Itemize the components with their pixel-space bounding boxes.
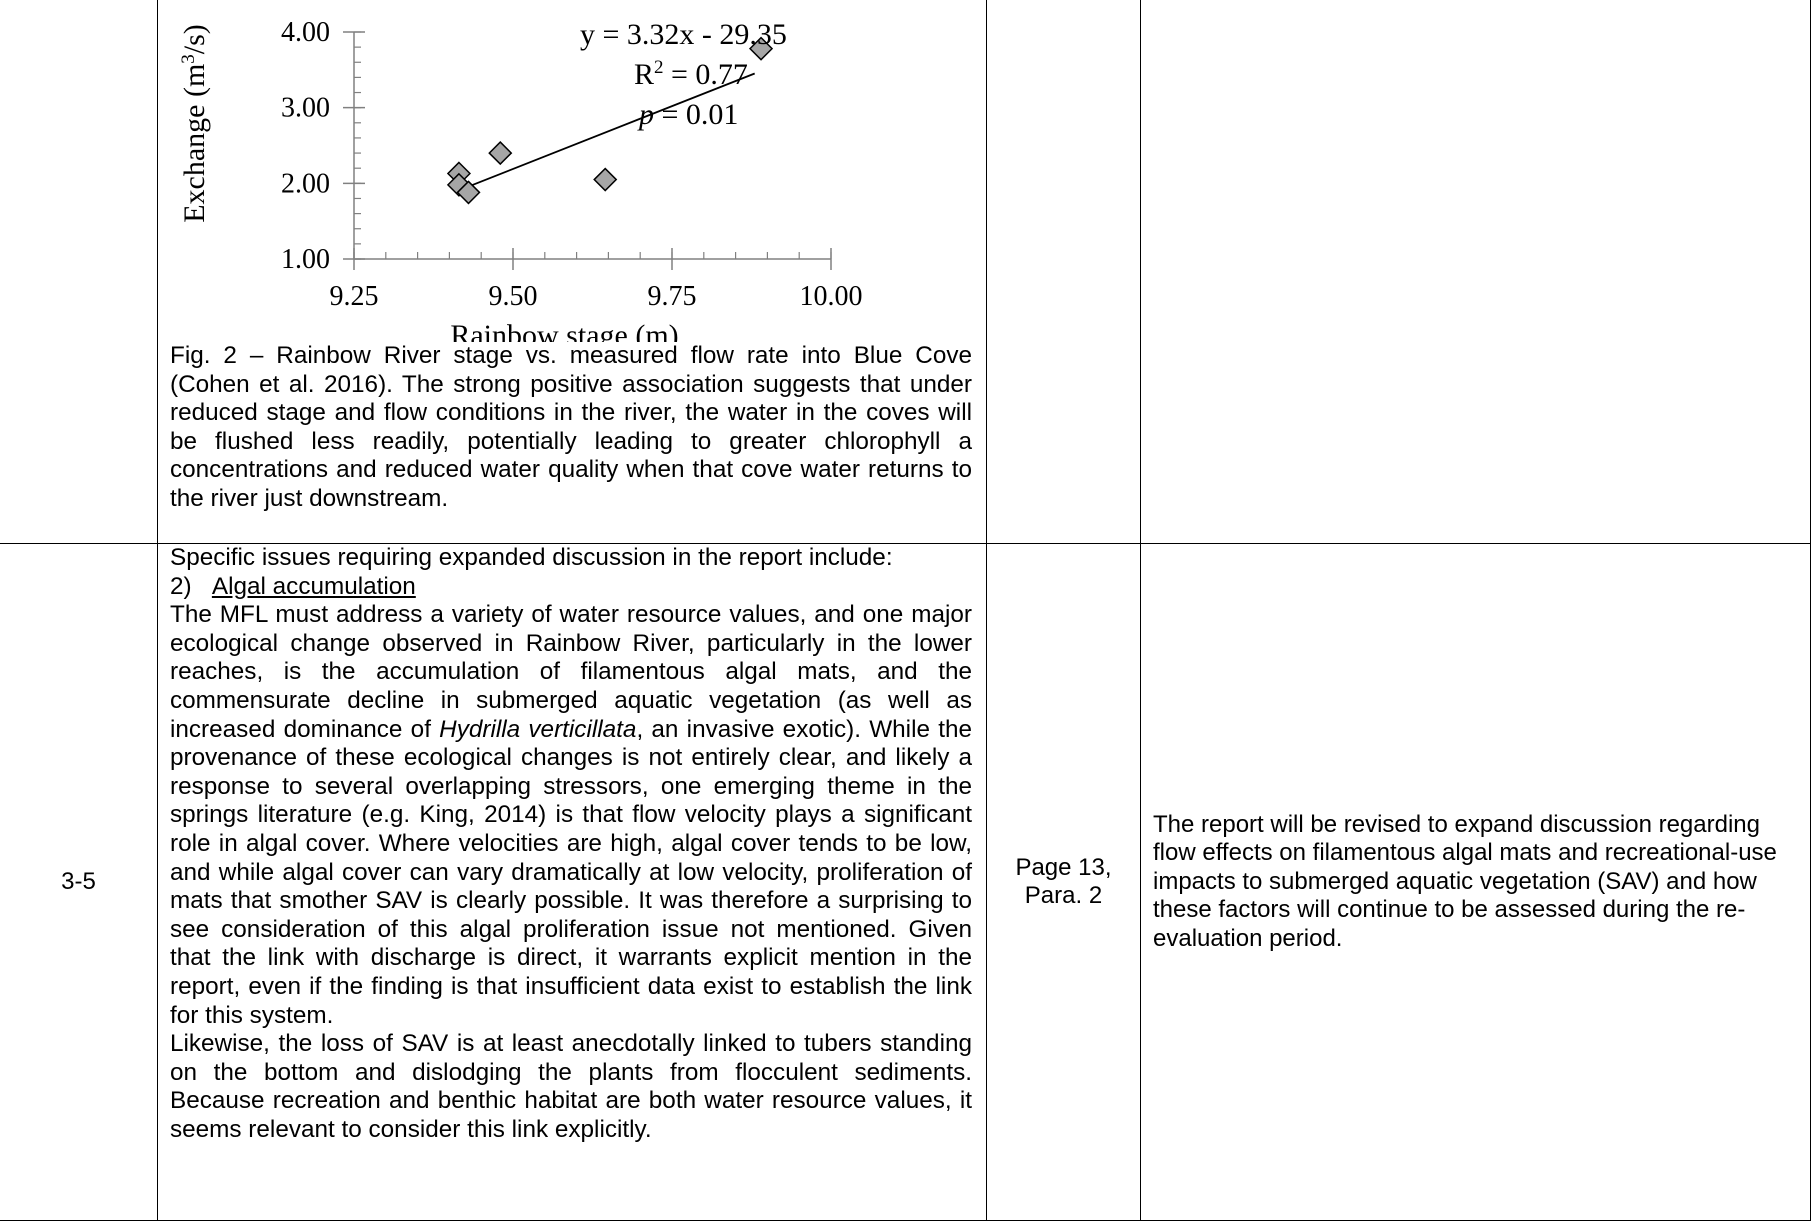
figure-caption: Fig. 2 – Rainbow River stage vs. measure…: [170, 342, 972, 512]
y-tick-label: 1.00: [281, 244, 330, 275]
data-point: [488, 141, 513, 166]
x-tick-label: 9.25: [330, 281, 379, 312]
p-value-label: p = 0.01: [637, 98, 738, 131]
scatter-chart: 9.25 9.50 9.75 10.00 1.00 2.00 3.00 4.00 Rainbow…: [178, 17, 863, 352]
comment-cell: Specific issues requiring expanded discu…: [157, 543, 987, 1221]
comment-item-heading: 2) Algal accumulation: [170, 573, 972, 602]
location-cell: Page 13, Para. 2: [986, 543, 1141, 1221]
response-cell-empty: [1140, 0, 1811, 544]
equation-label: y = 3.32x - 29.35: [580, 18, 787, 51]
location-cell-empty: [986, 0, 1141, 544]
response-text: The report will be revised to expand dis…: [1153, 810, 1777, 952]
x-tick-label: 9.50: [489, 281, 538, 312]
location-page: Page 13,: [1015, 854, 1112, 881]
species-name: Hydrilla verticillata: [439, 715, 637, 743]
comment-text: Specific issues requiring expanded discu…: [158, 544, 986, 1144]
figure-2-chart: 9.25 9.50 9.75 10.00 1.00 2.00 3.00 4.00 Rainbow…: [158, 0, 986, 352]
para1-text-b: , an invasive exotic). While the provena…: [170, 715, 972, 1029]
response-cell: The report will be revised to expand dis…: [1140, 543, 1811, 1221]
trendline: [461, 72, 756, 190]
y-tick-label: 2.00: [281, 168, 330, 199]
x-tick-label: 10.00: [800, 281, 863, 312]
id-cell-empty: [0, 0, 158, 544]
y-tick-label: 3.00: [281, 93, 330, 124]
x-tick-label: 9.75: [648, 281, 697, 312]
location-para: Para. 2: [1024, 882, 1103, 909]
x-axis-label: Rainbow stage (m): [450, 319, 678, 342]
table-row: 3-5 Specific issues requiring expanded d…: [0, 543, 1811, 1221]
data-point: [593, 167, 618, 192]
comment-paragraph-2: Likewise, the loss of SAV is at least an…: [170, 1030, 972, 1143]
para1-text-a: The MFL must address a variety of water …: [170, 601, 972, 743]
comment-intro: Specific issues requiring expanded discu…: [170, 544, 893, 571]
table-row: 9.25 9.50 9.75 10.00 1.00 2.00 3.00 4.00 Rainbow…: [0, 0, 1811, 544]
comment-paragraph-1: The MFL must address a variety of water …: [170, 601, 972, 1030]
comment-cell-figure: 9.25 9.50 9.75 10.00 1.00 2.00 3.00 4.00 Rainbow…: [157, 0, 987, 544]
data-point: [456, 180, 481, 205]
comment-id: 3-5: [0, 543, 158, 1221]
item-number: 2): [170, 572, 192, 600]
r2-label: R2 = 0.77: [634, 57, 748, 91]
item-title: Algal accumulation: [211, 572, 416, 600]
y-axis-label: Exchange (m3/s): [178, 24, 211, 223]
data-point: [748, 36, 774, 61]
y-tick-label: 4.00: [281, 17, 330, 48]
